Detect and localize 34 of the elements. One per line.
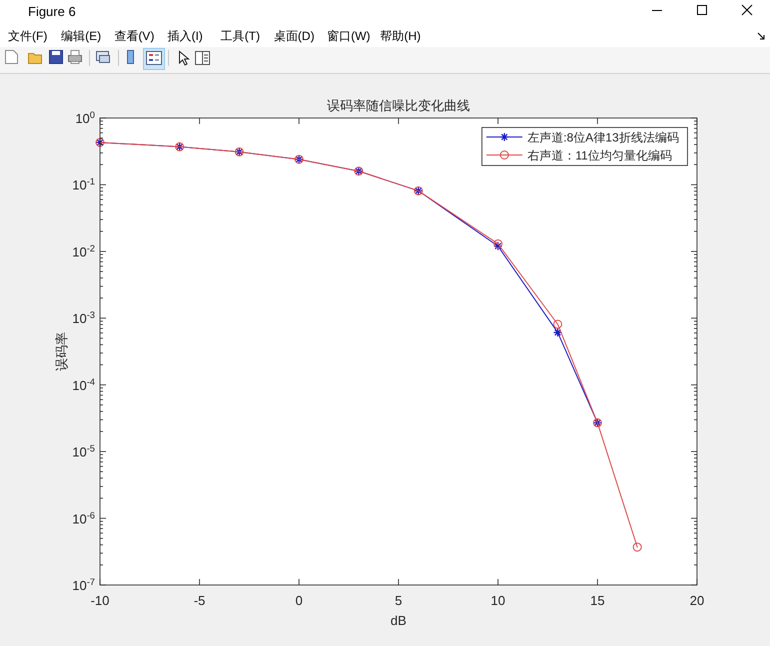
x-tick-label: 5 — [394, 593, 402, 608]
text: 窗口(W) — [326, 29, 370, 43]
text: 插入(I) — [167, 29, 203, 43]
point — [553, 328, 562, 338]
y-tick-label: 10$^{-4}$ — [72, 376, 95, 393]
chart-title: 误码率随信噪比变化曲线 — [327, 98, 470, 113]
x-tick-label: 0 — [295, 593, 303, 608]
point — [493, 242, 503, 251]
x-tick-label: 15 — [590, 593, 605, 608]
y-tick-label: 10$^{-5}$ — [72, 444, 95, 460]
y-tick-label: 10$^{0}$ — [75, 110, 95, 126]
x-tick-label: -5 — [194, 593, 206, 608]
point — [553, 320, 562, 329]
x-axis-title: dB — [390, 613, 406, 628]
y-tick-label: 10$^{-7}$ — [72, 577, 95, 593]
x-tick-label: 10 — [490, 593, 506, 608]
legend-label: 左声道:8位A律13折线法编码 — [527, 130, 679, 144]
x-tick-label: 20 — [690, 593, 704, 608]
text: 查看(V) — [114, 29, 154, 43]
text: 桌面(D) — [274, 29, 314, 43]
y-tick-label: 10$^{-1}$ — [72, 176, 95, 193]
text: 文件(F) — [8, 29, 48, 43]
point — [494, 239, 502, 248]
y-tick-label: 10$^{-3}$ — [72, 310, 95, 326]
text: 编辑(E) — [61, 29, 102, 43]
x-tick-label: -10 — [90, 593, 110, 608]
caption: Figure 6 — [28, 4, 76, 19]
y-tick-label: 10$^{-6}$ — [72, 510, 95, 526]
point — [632, 542, 642, 552]
text: 工具(T) — [220, 29, 260, 43]
text: 帮助(H) — [380, 29, 421, 43]
y-tick-label: 10$^{-2}$ — [72, 243, 95, 260]
legend-label: 右声道：11位均匀量化编码 — [527, 148, 672, 162]
y-axis-title: 误码率 — [54, 332, 69, 371]
